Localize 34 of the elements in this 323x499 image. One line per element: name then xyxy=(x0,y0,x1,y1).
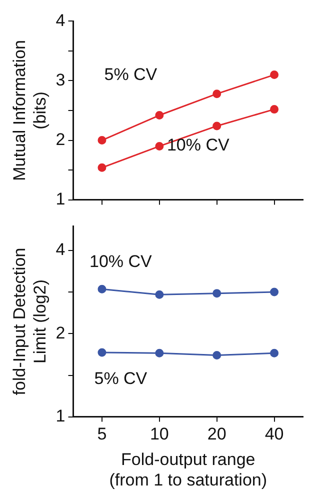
point xyxy=(98,284,106,294)
point xyxy=(270,288,279,296)
point xyxy=(98,136,106,145)
point xyxy=(212,351,222,360)
series-label: 10% CV xyxy=(90,252,153,271)
point xyxy=(155,111,164,120)
point xyxy=(155,142,164,150)
y-axis-title: Mutual Information (bits) xyxy=(10,40,50,181)
x-tick-label: 40 xyxy=(264,424,284,444)
point xyxy=(270,70,279,80)
series-label: 5% CV xyxy=(94,369,148,388)
x-tick-label: 5 xyxy=(97,424,107,444)
point xyxy=(155,348,164,358)
point xyxy=(270,348,279,358)
point xyxy=(212,289,222,298)
y-tick-label: 3 xyxy=(56,70,66,90)
x-tick-label: 10 xyxy=(150,424,169,444)
point xyxy=(212,122,222,130)
y-tick-label: 4 xyxy=(56,10,66,30)
point xyxy=(270,105,279,114)
y-tick-label: 2 xyxy=(56,323,66,342)
point xyxy=(212,90,222,98)
x-tick-label: 20 xyxy=(207,424,226,444)
y-tick-label: 1 xyxy=(56,406,66,426)
y-tick-label: 2 xyxy=(56,130,66,149)
series-label: 5% CV xyxy=(104,64,158,84)
y-axis-title: fold-Input Detection Limit (log2) xyxy=(10,248,50,396)
y-tick-label: 1 xyxy=(56,189,66,208)
point xyxy=(155,290,164,299)
point xyxy=(98,348,106,357)
point xyxy=(98,163,106,172)
series-label: 10% CV xyxy=(166,136,230,155)
x-axis-title: Fold-output range (from 1 to saturation) xyxy=(109,450,268,490)
y-tick-label: 4 xyxy=(56,240,66,260)
